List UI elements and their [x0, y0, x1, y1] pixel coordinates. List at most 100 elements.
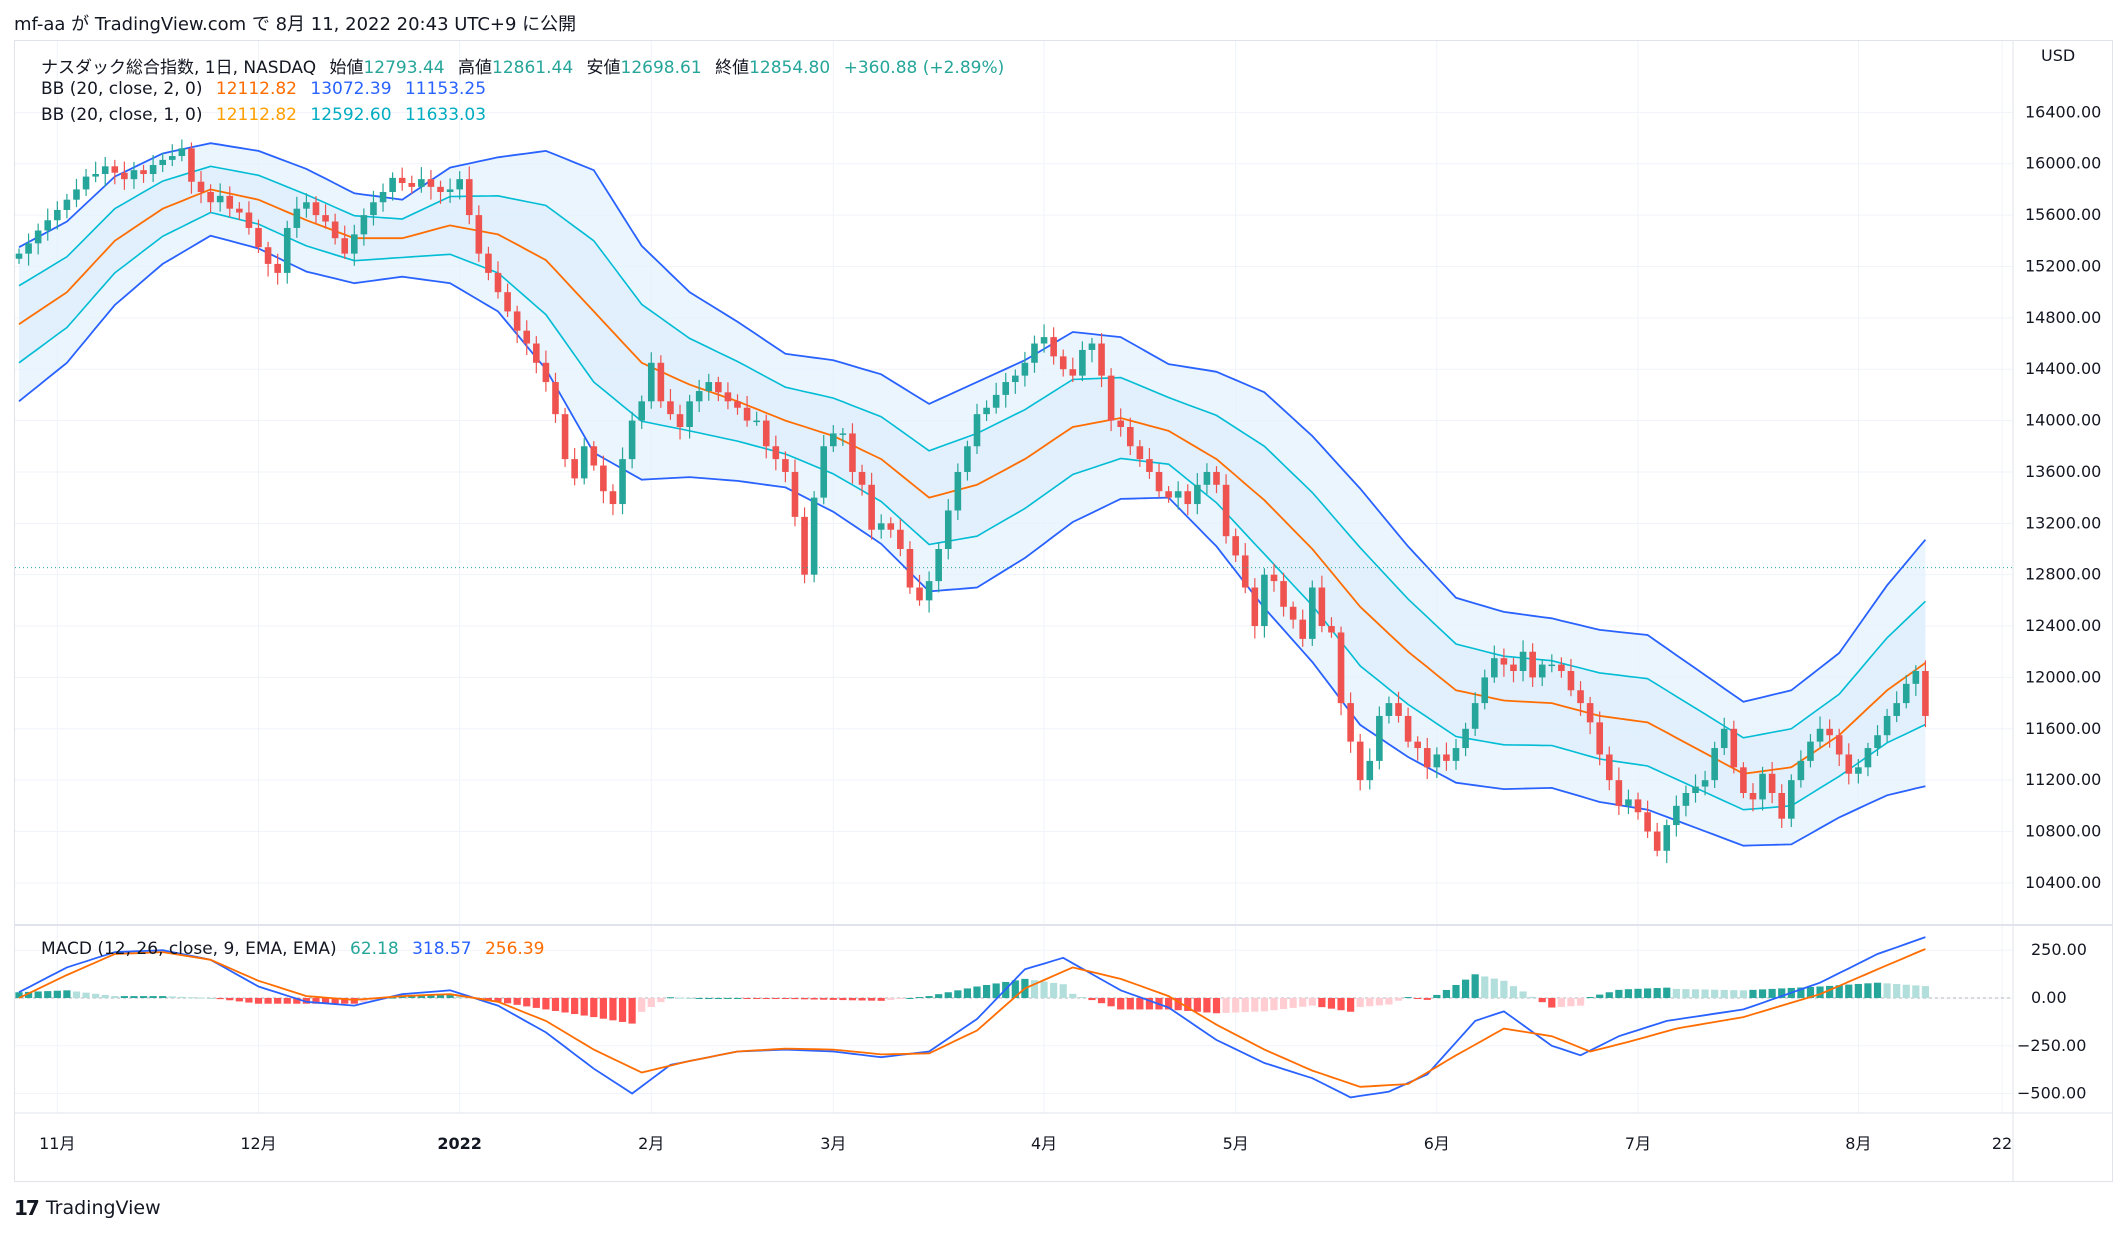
candle	[1376, 706, 1383, 770]
candle	[1481, 669, 1489, 710]
price-tick-label: 15600.00	[2025, 205, 2101, 224]
candle-body	[705, 382, 713, 392]
candle	[207, 184, 214, 213]
candle	[1586, 696, 1594, 735]
candle	[101, 156, 109, 187]
bb1-basis: 12112.82	[215, 105, 297, 125]
time-tick-label: 22	[1992, 1134, 2012, 1153]
price-tick-label: 12800.00	[2025, 565, 2101, 584]
bb1-title[interactable]: BB (20, close, 1, 0)	[41, 105, 203, 125]
candle-body	[1538, 664, 1546, 678]
candle-body	[964, 446, 971, 472]
candle-body	[1289, 606, 1297, 620]
price-tick-label: 13200.00	[2025, 513, 2101, 532]
candle	[408, 175, 416, 194]
candle	[1653, 822, 1661, 857]
candle	[1519, 640, 1527, 682]
macd-histogram-bar	[657, 997, 665, 1003]
candle	[868, 472, 875, 540]
candle-body	[312, 202, 320, 216]
candle	[312, 196, 320, 224]
candle	[1922, 660, 1929, 728]
chart-canvas[interactable]: USD 16400.00 16000.00 15600.00 15200.00 14800…	[15, 41, 2112, 1181]
candle	[925, 571, 933, 613]
candle-body	[810, 497, 818, 575]
macd-histogram-bar	[896, 997, 904, 999]
candle-body	[25, 243, 32, 254]
macd-histogram-bar	[800, 997, 809, 1000]
candle	[1538, 659, 1546, 687]
candle	[1079, 341, 1086, 382]
macd-histogram-bar	[1423, 997, 1431, 1000]
candle-body	[197, 181, 205, 192]
macd-histogram-bar	[580, 997, 588, 1016]
candle	[398, 167, 406, 191]
candle-body	[331, 221, 339, 239]
candle-body	[398, 177, 406, 183]
price-tick-label: 14400.00	[2025, 359, 2101, 378]
macd-histogram-bar	[1826, 985, 1834, 998]
candle	[360, 208, 368, 246]
macd-histogram-bar	[53, 990, 61, 998]
candle-body	[667, 401, 674, 415]
candle	[1644, 800, 1651, 838]
macd-tick-label: 0.00	[2031, 988, 2067, 1007]
macd-histogram-bar	[101, 994, 109, 998]
candle-body	[1759, 773, 1766, 800]
macd-histogram-bar	[1921, 986, 1930, 998]
candle	[1730, 720, 1738, 774]
bb1-upper: 12592.60	[310, 105, 392, 125]
candle-body	[1433, 754, 1441, 768]
candle	[456, 171, 463, 200]
macd-histogram-bar	[503, 997, 512, 1004]
macd-histogram-bar	[925, 996, 933, 998]
candle-body	[475, 215, 483, 254]
candle-body	[1663, 825, 1671, 851]
tradingview-footer[interactable]: 17 TradingView	[14, 1196, 161, 1220]
candle	[54, 201, 61, 230]
candle	[475, 205, 483, 262]
macd-histogram-bar	[523, 997, 531, 1007]
candle-body	[897, 529, 904, 549]
candle-body	[351, 234, 358, 254]
candle-body	[264, 247, 272, 264]
macd-histogram-bar	[1078, 996, 1086, 998]
candle-body	[647, 362, 655, 402]
macd-histogram-bar	[1720, 989, 1728, 998]
macd-histogram-bar	[1816, 986, 1824, 998]
macd-histogram-bar	[1730, 990, 1738, 998]
candle	[609, 484, 617, 516]
macd-histogram-bar	[1596, 994, 1604, 998]
macd-histogram-bar	[1864, 983, 1872, 998]
candle	[571, 448, 578, 486]
candle-body	[1423, 748, 1431, 768]
bb2-title[interactable]: BB (20, close, 2, 0)	[41, 79, 203, 99]
candle-body	[1883, 715, 1891, 736]
bb2-lower-line	[18, 234, 1926, 847]
candle	[964, 440, 971, 481]
macd-histogram-bar	[868, 997, 876, 1001]
candle	[1002, 372, 1010, 408]
macd-histogram-bar	[628, 997, 636, 1024]
candle-body	[63, 199, 71, 210]
macd-histogram-bar	[1644, 988, 1652, 998]
symbol-name[interactable]: ナスダック総合指数, 1日, NASDAQ	[41, 58, 317, 78]
macd-title[interactable]: MACD (12, 26, close, 9, EMA, EMA)	[41, 939, 337, 959]
candle-body	[1701, 780, 1709, 787]
macd-histogram-bar	[1126, 997, 1134, 1010]
candle-body	[178, 148, 186, 157]
candle-body	[1807, 741, 1814, 761]
macd-histogram-bar	[1519, 991, 1527, 998]
candle	[1874, 725, 1881, 757]
candle-body	[379, 191, 387, 203]
candle	[1855, 759, 1862, 784]
candle-body	[1893, 703, 1900, 716]
candle-body	[1500, 658, 1508, 665]
main-series-legend: ナスダック総合指数, 1日, NASDAQ 始値12793.44 高値12861…	[41, 53, 1012, 78]
macd-histogram-bar	[111, 996, 119, 998]
candle	[63, 193, 71, 219]
candle	[820, 434, 828, 505]
candle-body	[724, 392, 732, 402]
candle	[1059, 349, 1067, 377]
candle-body	[456, 179, 463, 190]
